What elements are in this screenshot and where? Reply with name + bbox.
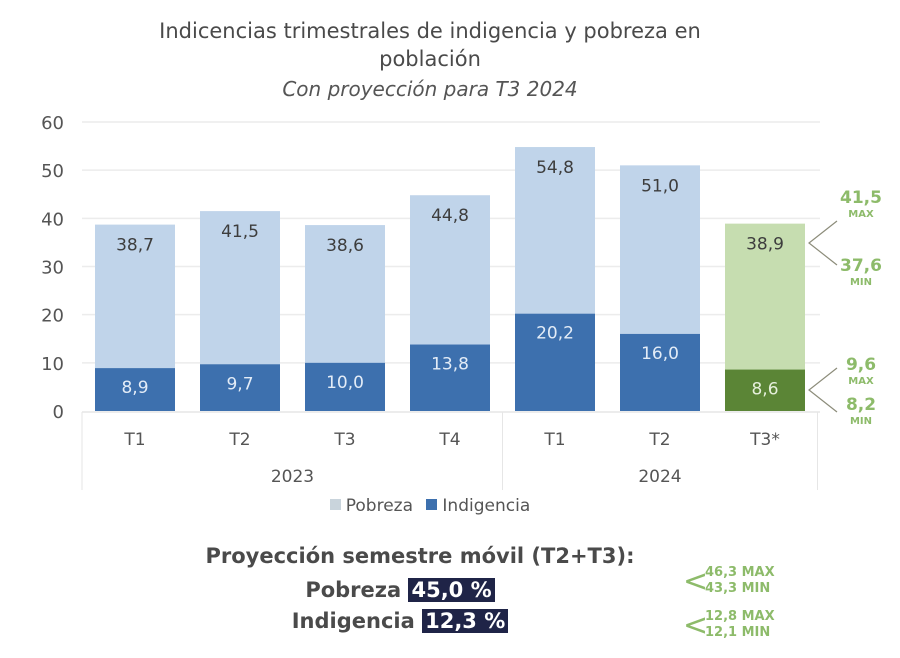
legend-item-pobreza[interactable]: Pobreza (329, 496, 419, 516)
bar-indigencia (725, 369, 805, 411)
legend-swatch-pobreza (329, 499, 341, 510)
legend-swatch-indigencia (426, 499, 438, 510)
summary-pobreza-label: Pobreza (305, 578, 402, 602)
data-label-indigencia: 20,2 (536, 324, 574, 344)
bar-labels: 38,7 8,9 41,5 9,7 38,6 10,0 44,8 13,8 54,8 20,2 51… (116, 158, 784, 400)
legend: Pobreza Indigencia (0, 496, 860, 516)
summary-indigencia-max: 12,8 MAX (705, 609, 775, 624)
y-tick-label: 0 (53, 402, 64, 423)
summary-pobreza-max: 46,3 MAX (705, 565, 775, 580)
y-axis-ticks: 0 10 20 30 40 50 60 (41, 113, 64, 423)
bar-indigencia (200, 364, 280, 411)
range-pobreza-max-value: 41,5 (840, 188, 882, 208)
x-group-label: 2024 (638, 467, 681, 487)
x-tick-label: T3* (749, 430, 780, 450)
x-tick-label: T3 (333, 430, 355, 450)
data-label-pobreza: 38,7 (116, 236, 154, 256)
x-tick-label: T4 (438, 430, 460, 450)
data-label-indigencia: 8,6 (751, 380, 778, 400)
data-label-indigencia: 10,0 (326, 373, 364, 393)
range-indigencia-max-value: 9,6 (846, 355, 876, 375)
summary-heading: Proyección semestre móvil (T2+T3): (205, 544, 635, 568)
data-label-pobreza: 44,8 (431, 206, 469, 226)
summary-indigencia-value: 12,3 % (422, 609, 509, 633)
summary-indigencia-min: 12,1 MIN (705, 625, 771, 640)
range-pobreza-min-value: 37,6 (840, 256, 882, 276)
x-tick-label: T2 (228, 430, 250, 450)
y-tick-label: 60 (41, 113, 64, 134)
bar-indigencia (305, 362, 385, 411)
x-axis: T1 T2 T3 T4 T1 T2 T3* 2023 2024 (81, 411, 820, 490)
data-label-pobreza: 38,6 (326, 236, 364, 256)
summary-pobreza-range: < 46,3 MAX 43,3 MIN (683, 565, 775, 597)
data-label-indigencia: 13,8 (431, 355, 469, 375)
y-tick-label: 30 (41, 258, 64, 279)
bar-indigencia (515, 313, 595, 411)
data-label-indigencia: 16,0 (641, 344, 679, 364)
y-tick-label: 50 (41, 161, 64, 182)
range-pobreza-chevron-icon (808, 220, 838, 266)
data-label-indigencia: 9,7 (226, 374, 253, 394)
summary-pobreza: Pobreza 45,0 % (0, 578, 800, 602)
range-indigencia-min-word: MIN (850, 416, 872, 427)
bars (95, 147, 805, 411)
x-tick-label: T1 (543, 430, 565, 450)
data-label-pobreza: 54,8 (536, 158, 574, 178)
x-tick-label: T2 (648, 430, 670, 450)
legend-item-indigencia[interactable]: Indigencia (426, 496, 530, 516)
legend-label-indigencia: Indigencia (442, 496, 531, 516)
x-tick-label: T1 (123, 430, 145, 450)
summary-pobreza-value: 45,0 % (408, 578, 495, 602)
chart-title-line2: población (379, 47, 481, 71)
bar-indigencia (95, 368, 175, 411)
chevron-left-icon: < (683, 564, 709, 599)
data-label-pobreza: 38,9 (746, 235, 784, 255)
range-indigencia-max-word: MAX (848, 376, 874, 387)
range-indigencia-chevron-icon (808, 367, 838, 413)
data-label-pobreza: 41,5 (221, 222, 259, 242)
data-label-pobreza: 51,0 (641, 176, 679, 196)
chevron-left-icon: < (683, 608, 709, 643)
x-group-label: 2023 (271, 467, 314, 487)
chart-title: Indicencias trimestrales de indigencia y… (159, 19, 701, 43)
range-indigencia-min-value: 8,2 (846, 395, 876, 415)
summary-indigencia: Indigencia 12,3 % (0, 609, 800, 633)
range-pobreza-min-word: MIN (850, 277, 872, 288)
bar-indigencia (410, 344, 490, 411)
summary-indigencia-label: Indigencia (291, 609, 415, 633)
summary-pobreza-min: 43,3 MIN (705, 581, 771, 596)
chart-subtitle: Con proyección para T3 2024 (282, 77, 578, 101)
bar-chart: 0 10 20 30 40 50 60 38,7 8,9 41,5 9,7 38,6 10,0 44,8… (41, 113, 882, 490)
y-tick-label: 20 (41, 306, 64, 327)
summary-indigencia-range: < 12,8 MAX 12,1 MIN (683, 609, 775, 641)
y-tick-label: 10 (41, 354, 64, 375)
legend-label-pobreza: Pobreza (345, 496, 414, 516)
data-label-indigencia: 8,9 (121, 378, 148, 398)
bar-indigencia (620, 333, 700, 411)
y-tick-label: 40 (41, 209, 64, 230)
range-pobreza-max-word: MAX (848, 209, 874, 220)
